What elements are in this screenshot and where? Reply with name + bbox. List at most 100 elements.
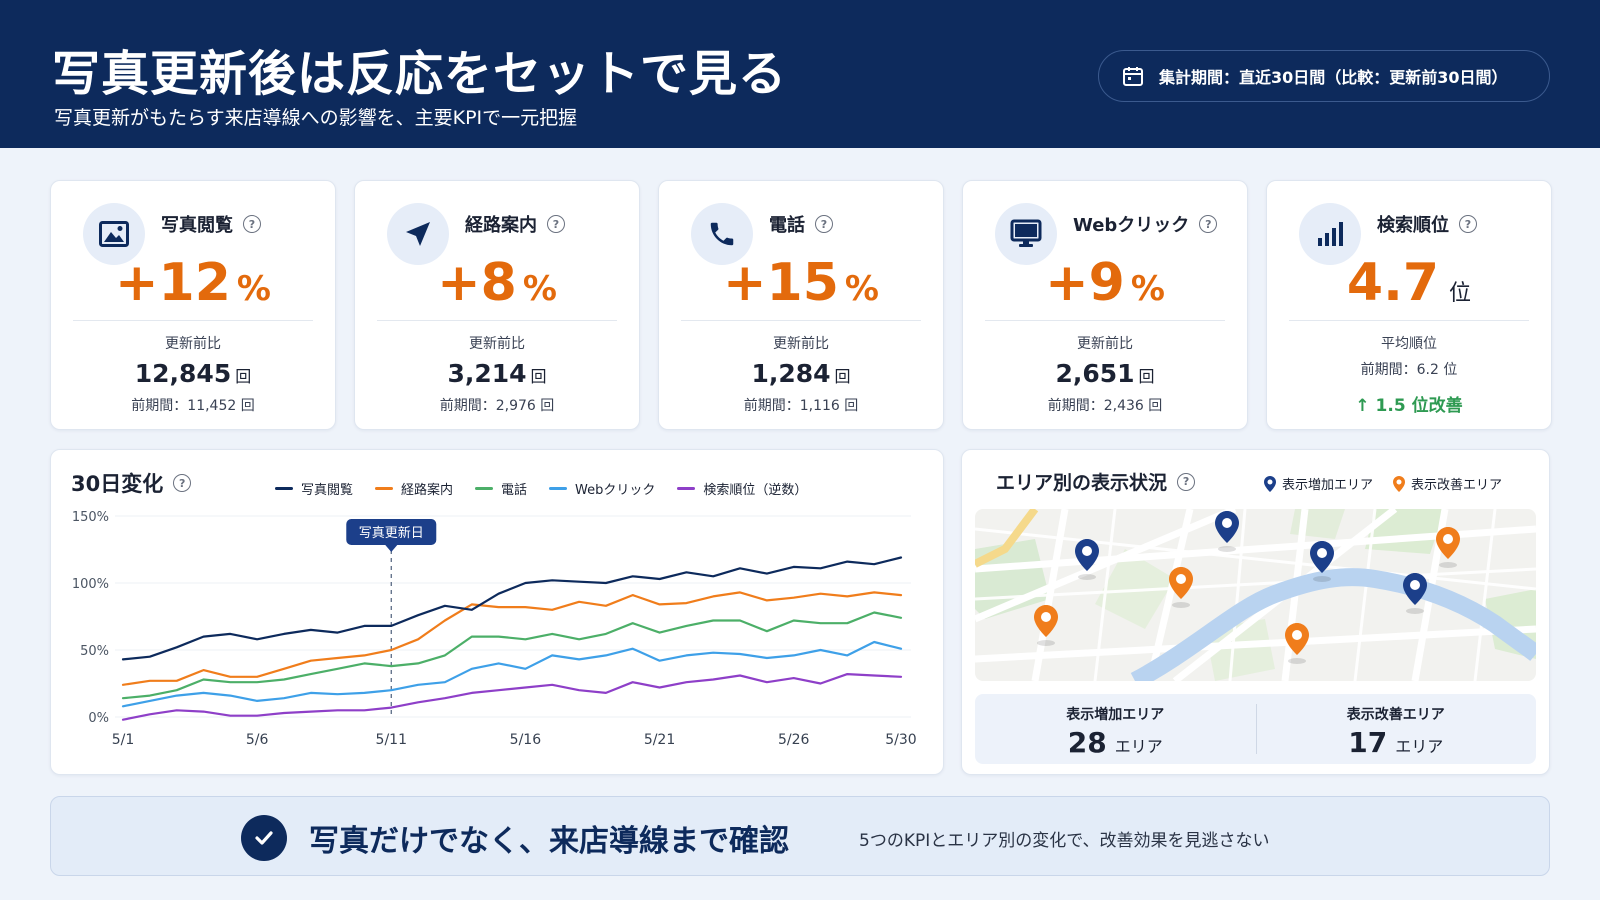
phone-icon — [710, 222, 734, 246]
kpi-improvement: ↑ 1.5 位改善 — [1355, 396, 1463, 416]
legend-item[interactable]: Webクリック — [549, 479, 655, 498]
monitor-icon — [1010, 219, 1042, 247]
y-tick-label: 50% — [80, 644, 109, 659]
divider — [1255, 704, 1257, 754]
help-icon[interactable]: ? — [1459, 215, 1477, 233]
map-pin-improve[interactable] — [1034, 605, 1058, 646]
kpi-label: 更新前比 — [773, 336, 829, 352]
map-title: エリア別の表示状況 — [996, 472, 1168, 494]
kpi-title: 電話 — [769, 215, 805, 236]
help-icon[interactable]: ? — [243, 215, 261, 233]
kpi-label: 更新前比 — [1077, 336, 1133, 352]
x-tick-label: 5/16 — [510, 732, 542, 748]
bar-chart-icon — [1318, 222, 1343, 246]
kpi-count: 3,214 回 — [447, 359, 547, 388]
legend-increase: 表示増加エリア — [1282, 478, 1374, 493]
divider — [1289, 320, 1529, 321]
kpi-card-directions: 経路案内? +8% 更新前比 3,214 回 前期間：2,976 回 — [354, 180, 640, 430]
header: 写真更新後は反応をセットで見る 写真更新がもたらす来店導線への影響を、主要KPI… — [0, 0, 1600, 148]
help-icon[interactable]: ? — [547, 215, 565, 233]
y-tick-label: 150% — [72, 510, 109, 525]
annotation-label: 写真更新日 — [359, 525, 424, 541]
kpi-value: +12% — [114, 253, 271, 313]
page-title: 写真更新後は反応をセットで見る — [52, 46, 788, 102]
map-pin-increase[interactable] — [1075, 539, 1099, 580]
y-tick-label: 0% — [88, 711, 109, 726]
trend-chart: 0% 50% 100% 150% 5/1 5/6 5/11 5/16 5/21 5/26 5/30 写… — [72, 510, 917, 748]
banner-headline: 写真だけでなく、来店導線まで確認 — [309, 824, 789, 859]
page-subtitle: 写真更新がもたらす来店導線への影響を、主要KPIで一元把握 — [54, 107, 578, 129]
chart-title: 30日変化 — [71, 472, 164, 496]
map-legend: 表示増加エリア 表示改善エリア — [1264, 474, 1522, 493]
kpi-value: +9% — [1045, 253, 1165, 313]
divider — [681, 320, 921, 321]
x-tick-label: 5/6 — [246, 732, 269, 748]
x-tick-label: 5/11 — [376, 732, 407, 748]
map-pin-increase[interactable] — [1310, 541, 1334, 582]
kpi-label: 平均順位 — [1381, 336, 1437, 352]
kpi-label: 更新前比 — [165, 336, 221, 352]
map-pin-increase[interactable] — [1403, 573, 1427, 614]
kpi-previous: 前期間：11,452 回 — [131, 398, 255, 414]
series-line — [121, 556, 903, 661]
image-icon — [99, 221, 129, 247]
annotation-label-bg — [346, 519, 437, 545]
kpi-count: 12,845 回 — [134, 359, 252, 388]
banner-subtext: 5つのKPIとエリア別の変化で、改善効果を見逃さない — [859, 831, 1270, 851]
kpi-title: 写真閲覧 — [161, 215, 233, 236]
kpi-card-phone: 電話? +15% 更新前比 1,284 回 前期間：1,116 回 — [658, 180, 944, 430]
kpi-value: +8% — [437, 253, 557, 313]
divider — [73, 320, 313, 321]
pin-orange-icon — [1393, 475, 1406, 492]
x-tick-label: 5/26 — [778, 732, 810, 748]
kpi-previous: 前期間：2,976 回 — [439, 398, 555, 414]
legend-item[interactable]: 検索順位（逆数） — [677, 479, 807, 498]
kpi-title: Webクリック — [1073, 215, 1190, 236]
map-pin-increase[interactable] — [1215, 511, 1239, 552]
calendar-icon — [1123, 67, 1143, 86]
legend-item[interactable]: 写真閲覧 — [275, 479, 353, 498]
help-icon[interactable]: ? — [815, 215, 833, 233]
divider — [377, 320, 617, 321]
kpi-value: 4.7 位 — [1346, 253, 1472, 313]
map-pin-improve[interactable] — [1436, 527, 1460, 568]
area-map[interactable] — [975, 509, 1536, 681]
help-icon[interactable]: ? — [173, 474, 192, 492]
summary-banner: 写真だけでなく、来店導線まで確認 5つのKPIとエリア別の変化で、改善効果を見逃… — [50, 796, 1550, 876]
stat-improve: 表示改善エリア 17 エリア — [1346, 707, 1445, 759]
kpi-card-search-rank: 検索順位? 4.7 位 平均順位 前期間：6.2 位 ↑ 1.5 位改善 — [1266, 180, 1552, 430]
trend-chart-card: 0% 50% 100% 150% 5/1 5/6 5/11 5/16 5/21 5/26 5/30 写… — [50, 449, 944, 775]
legend-item[interactable]: 経路案内 — [375, 479, 453, 498]
period-selector[interactable]: 集計期間：直近30日間（比較：更新前30日間） — [1098, 50, 1550, 102]
pin-blue-icon — [1264, 475, 1276, 492]
series-line — [121, 611, 903, 700]
help-icon[interactable]: ? — [1177, 472, 1196, 491]
x-tick-label: 5/21 — [644, 732, 675, 748]
legend-improve: 表示改善エリア — [1411, 478, 1503, 493]
map-pin-improve[interactable] — [1285, 623, 1309, 664]
map-stats: 表示増加エリア 28 エリア 表示改善エリア 17 エリア — [975, 694, 1536, 764]
navigation-arrow-icon — [406, 222, 430, 246]
stat-increase: 表示増加エリア 28 エリア — [1066, 707, 1165, 759]
kpi-card-web-clicks: Webクリック? +9% 更新前比 2,651 回 前期間：2,436 回 — [962, 180, 1248, 430]
kpi-value: +15% — [722, 253, 879, 313]
x-tick-label: 5/1 — [112, 732, 135, 748]
kpi-card-photo-views: 写真閲覧? +12% 更新前比 12,845 回 前期間：11,452 回 — [50, 180, 336, 430]
help-icon[interactable]: ? — [1199, 215, 1218, 233]
kpi-previous: 前期間：1,116 回 — [743, 398, 859, 414]
kpi-label: 更新前比 — [469, 336, 525, 352]
legend-item[interactable]: 電話 — [475, 479, 527, 498]
kpi-count: 1,284 回 — [751, 359, 851, 388]
kpi-title: 検索順位 — [1377, 215, 1449, 236]
series-line — [121, 591, 903, 686]
divider — [985, 320, 1225, 321]
series-line — [121, 673, 903, 721]
map-pin-improve[interactable] — [1169, 567, 1193, 608]
chart-legend: 写真閲覧 経路案内 電話 Webクリック 検索順位（逆数） — [275, 479, 829, 498]
annotation-pointer — [385, 545, 398, 552]
kpi-title: 経路案内 — [465, 215, 537, 236]
x-tick-label: 5/30 — [885, 732, 916, 748]
area-map-card: エリア別の表示状況? 表示増加エリア 表示改善エリア — [961, 449, 1550, 775]
kpi-previous: 前期間：2,436 回 — [1047, 398, 1163, 414]
period-label: 集計期間：直近30日間（比較：更新前30日間） — [1159, 68, 1508, 87]
